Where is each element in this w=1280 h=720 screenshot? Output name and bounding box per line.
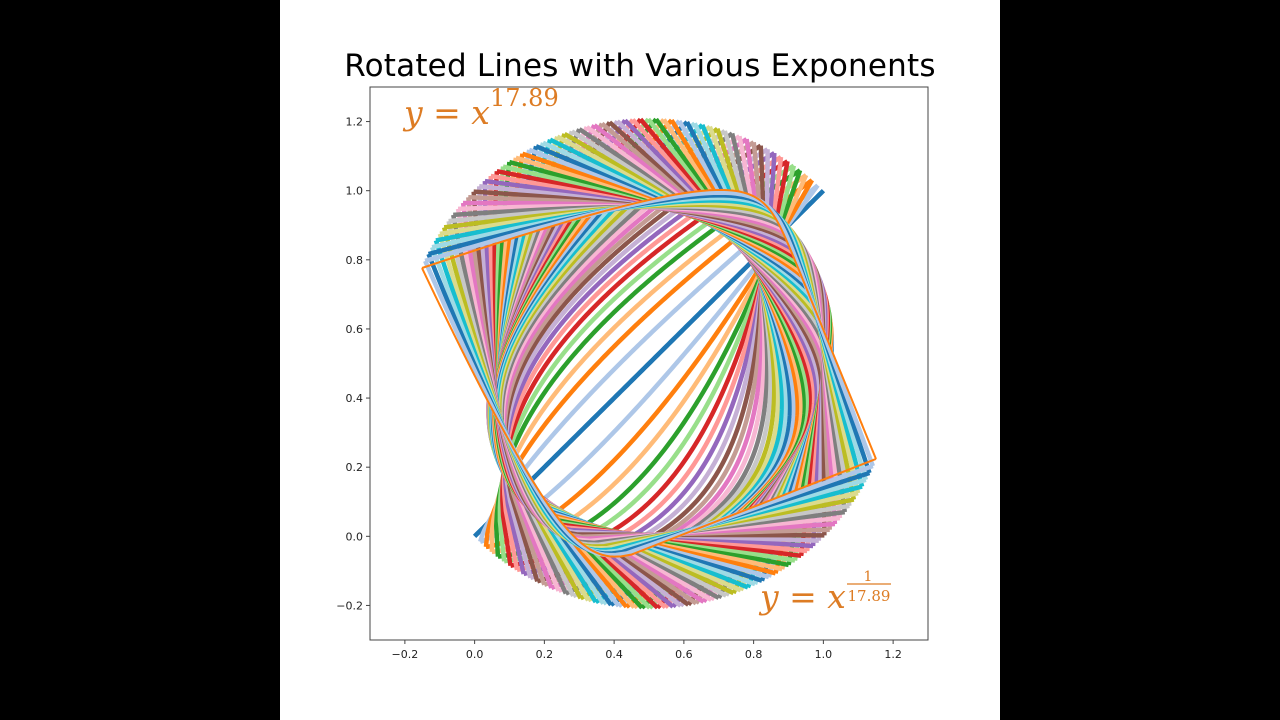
annotation-bottom-base: y = x [758, 577, 846, 616]
y-tick-label: 1.0 [346, 185, 364, 198]
x-axis-ticks: −0.2 0.0 0.2 0.4 0.6 0.8 1.0 1.2 [392, 640, 902, 661]
chart-title: Rotated Lines with Various Exponents [344, 48, 936, 84]
y-tick-label: 0.0 [346, 530, 364, 543]
axes-frame [369, 86, 929, 641]
x-tick-label: 0.2 [536, 648, 554, 661]
x-tick-label: 0.6 [675, 648, 693, 661]
y-tick-label: 0.4 [346, 392, 364, 405]
y-tick-label: 1.2 [346, 116, 364, 129]
annotation-top-exponent: 17.89 [490, 84, 559, 112]
annotation-top: y = x 17.89 [402, 84, 559, 132]
y-tick-label: −0.2 [336, 599, 363, 612]
x-tick-label: 0.4 [605, 648, 623, 661]
annotation-top-base: y = x [402, 93, 490, 132]
annotation-bottom-numerator: 1 [864, 569, 873, 585]
annotation-bottom-denominator: 17.89 [848, 587, 891, 605]
curve-group [421, 117, 877, 610]
curve-root [421, 267, 877, 558]
x-tick-label: 1.2 [884, 648, 902, 661]
y-axis-ticks: −0.2 0.0 0.2 0.4 0.6 0.8 1.0 1.2 [336, 116, 370, 612]
x-tick-label: 0.8 [745, 648, 763, 661]
curve-power [421, 188, 877, 460]
x-tick-label: −0.2 [392, 648, 419, 661]
x-tick-label: 0.0 [466, 648, 484, 661]
annotation-bottom: y = x 1 17.89 [758, 569, 891, 616]
y-tick-label: 0.6 [346, 323, 364, 336]
y-tick-label: 0.2 [346, 461, 364, 474]
y-tick-label: 0.8 [346, 254, 364, 267]
x-tick-label: 1.0 [815, 648, 833, 661]
